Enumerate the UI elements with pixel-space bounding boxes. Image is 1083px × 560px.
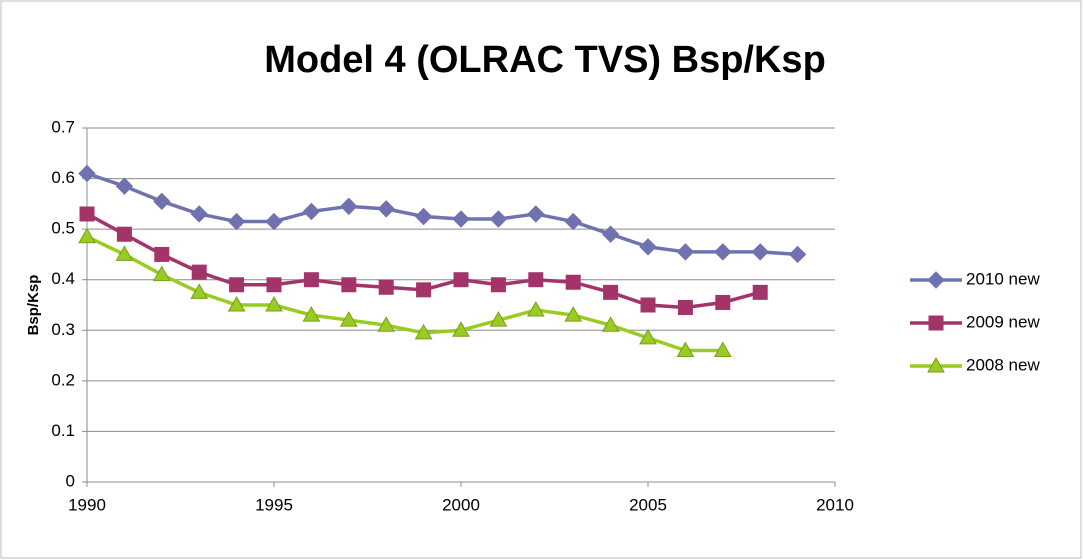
marker <box>414 207 433 226</box>
legend-label: 2009 new <box>966 312 1040 331</box>
legend-marker <box>928 315 944 331</box>
marker <box>340 197 358 216</box>
marker <box>676 341 695 358</box>
legend-label: 2008 new <box>966 355 1040 374</box>
marker <box>154 246 170 262</box>
marker <box>564 306 583 322</box>
marker <box>639 238 657 256</box>
marker <box>153 192 171 211</box>
marker <box>190 205 208 223</box>
marker <box>265 212 283 231</box>
marker <box>452 321 470 337</box>
chart-title: Model 4 (OLRAC TVS) Bsp/Ksp <box>264 39 826 81</box>
marker <box>677 300 693 316</box>
y-tick-label: 0.5 <box>51 219 75 238</box>
y-tick-label: 0.6 <box>51 168 75 187</box>
x-tick-label: 1995 <box>255 495 293 514</box>
x-tick-label: 1990 <box>68 495 106 514</box>
y-tick-label: 0.2 <box>51 370 75 389</box>
marker <box>676 243 695 261</box>
marker <box>564 212 582 231</box>
y-tick-label: 0.1 <box>51 421 75 440</box>
marker <box>378 279 394 295</box>
marker <box>528 272 544 288</box>
marker <box>414 323 433 340</box>
marker <box>227 295 246 312</box>
marker <box>341 277 357 293</box>
marker <box>266 277 282 293</box>
marker <box>526 301 545 317</box>
legend-label: 2010 new <box>966 269 1040 288</box>
marker <box>302 306 321 322</box>
marker <box>489 210 508 228</box>
marker <box>191 264 207 280</box>
marker <box>78 227 96 244</box>
marker <box>640 297 656 313</box>
marker <box>752 284 768 300</box>
x-tick-label: 2010 <box>816 495 854 514</box>
marker <box>303 272 319 288</box>
marker <box>377 316 396 332</box>
marker <box>489 311 508 327</box>
y-tick-label: 0 <box>66 471 75 490</box>
marker <box>601 316 620 332</box>
marker <box>565 274 581 290</box>
marker <box>601 225 620 243</box>
legend-marker <box>927 356 945 373</box>
marker <box>527 205 545 223</box>
marker <box>79 206 95 222</box>
legend-marker <box>927 271 945 289</box>
y-axis-label: Bsp/Ksp <box>25 275 42 336</box>
marker <box>265 295 283 312</box>
marker <box>377 200 395 218</box>
marker <box>152 265 171 282</box>
marker <box>490 277 506 293</box>
y-tick-label: 0.7 <box>51 117 75 136</box>
x-tick-label: 2005 <box>629 495 667 514</box>
marker <box>116 226 132 242</box>
marker <box>78 164 96 183</box>
marker <box>229 277 245 293</box>
marker <box>339 311 358 327</box>
marker <box>302 202 321 221</box>
marker <box>190 283 209 299</box>
marker <box>453 272 469 288</box>
marker <box>115 245 134 261</box>
y-tick-label: 0.3 <box>51 320 75 339</box>
marker <box>714 243 732 261</box>
marker <box>115 177 134 195</box>
marker <box>227 212 246 231</box>
marker <box>639 328 657 345</box>
marker <box>751 243 769 261</box>
marker <box>788 245 807 264</box>
marker <box>416 282 432 298</box>
marker <box>603 284 619 300</box>
marker <box>715 294 731 310</box>
marker <box>452 210 470 228</box>
x-tick-label: 2000 <box>442 495 480 514</box>
y-tick-label: 0.4 <box>51 269 75 288</box>
marker <box>713 341 732 358</box>
